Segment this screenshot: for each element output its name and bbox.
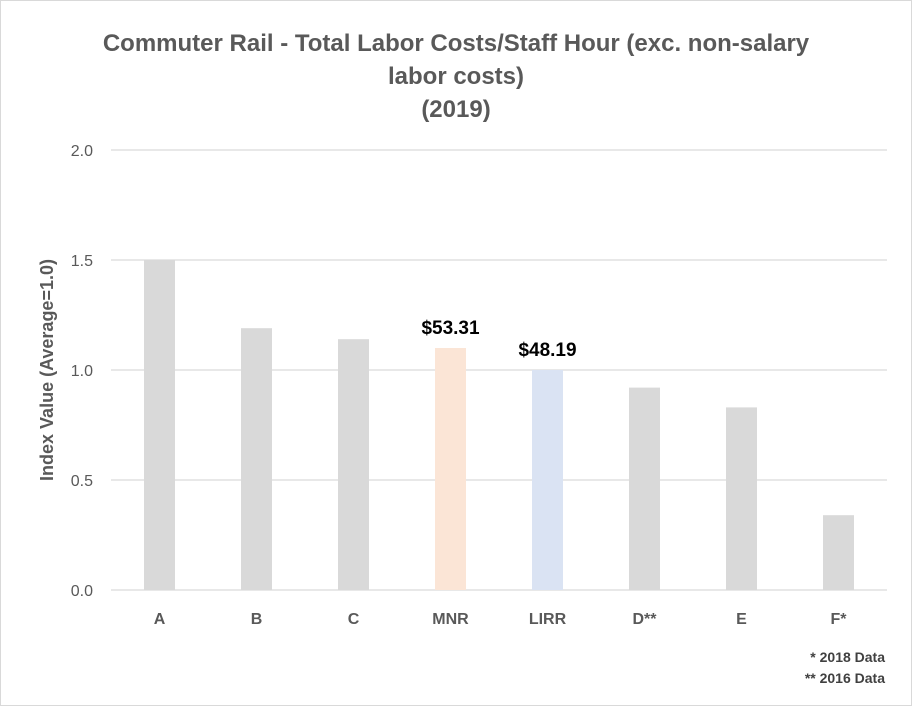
x-category-label: A [154,611,166,628]
chart-title: Commuter Rail - Total Labor Costs/Staff … [61,27,851,126]
y-tick-label: 1.5 [71,253,93,270]
x-category-label: D** [632,611,657,628]
x-axis-categories: A B C MNR LIRR D** E F* [154,611,848,628]
y-axis-ticks: 0.0 0.5 1.0 1.5 2.0 [71,143,93,600]
y-tick-label: 1.0 [71,363,93,380]
bar-e [726,407,757,590]
data-label-mnr: $53.31 [421,318,480,339]
bar-c [338,339,369,590]
footnote-2018: * 2018 Data [810,649,885,665]
x-category-label: E [736,611,747,628]
footnote-2016: ** 2016 Data [804,670,885,686]
chart-title-line-3: (2019) [421,96,491,123]
footnotes: * 2018 Data ** 2016 Data [805,647,885,689]
x-category-label: LIRR [529,611,567,628]
x-category-label: F* [831,611,848,628]
chart-title-line-1: Commuter Rail - Total Labor Costs/Staff … [102,30,810,57]
data-label-lirr: $48.19 [518,340,576,361]
y-tick-label: 2.0 [71,143,93,160]
bars [144,260,854,590]
x-category-label: MNR [432,611,469,628]
bar-lirr [532,370,563,590]
bar-a [144,260,175,590]
y-tick-label: 0.0 [71,583,93,600]
data-labels: $53.31 $48.19 [421,318,576,361]
bar-d [629,387,660,590]
x-category-label: B [251,611,263,628]
y-tick-label: 0.5 [71,473,93,490]
bar-mnr [435,348,466,590]
y-axis-label: Index Value (Average=1.0) [37,259,57,481]
gridlines [111,149,887,591]
bar-f [823,515,854,590]
chart-title-line-2: labor costs) [387,63,525,90]
bar-b [241,328,272,590]
x-category-label: C [348,611,360,628]
